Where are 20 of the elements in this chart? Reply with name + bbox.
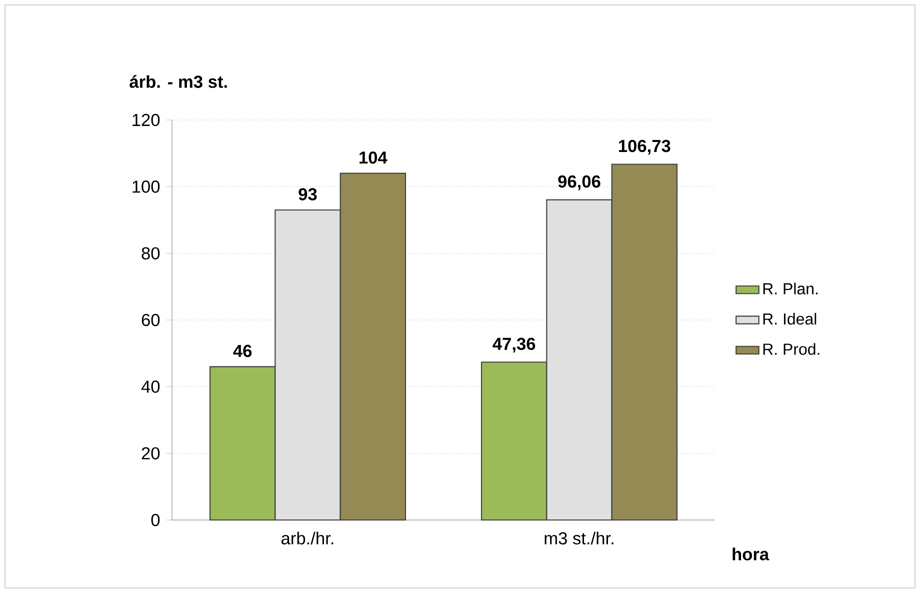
y-tick-label: 80 <box>142 247 160 260</box>
data-label: 96,06 <box>558 175 600 190</box>
y-tick-label: 100 <box>132 180 160 193</box>
y-tick-label: 0 <box>151 514 160 526</box>
data-label: 93 <box>298 188 317 200</box>
data-label: 106,73 <box>618 140 670 155</box>
y-axis-title: árb. - m3 st. <box>130 75 227 88</box>
x-axis-title: hora <box>732 548 770 560</box>
x-tick-label: m3 st./hr. <box>544 532 614 544</box>
y-tick-label: 60 <box>142 314 160 326</box>
y-tick-label: 120 <box>132 114 160 126</box>
legend-label: R. Plan. <box>763 282 818 294</box>
legend-label: R. Ideal <box>763 312 816 325</box>
y-tick-label: 20 <box>142 447 160 460</box>
x-tick-label: arb./hr. <box>282 532 334 544</box>
data-label: 104 <box>360 151 388 164</box>
data-label: 47,36 <box>492 338 536 353</box>
data-label: 46 <box>233 344 252 358</box>
legend-label: R. Prod. <box>763 343 820 355</box>
y-tick-label: 40 <box>141 380 160 393</box>
